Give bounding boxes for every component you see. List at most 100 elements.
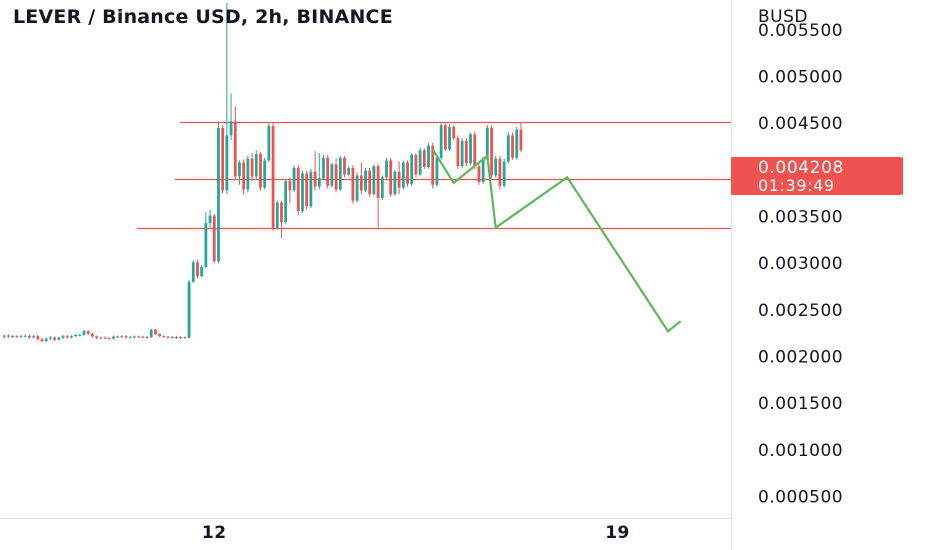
candle-body xyxy=(418,150,422,175)
candle xyxy=(464,138,468,167)
candle xyxy=(221,125,225,194)
candle-body xyxy=(326,157,330,186)
candle-body xyxy=(23,335,27,337)
candle xyxy=(473,131,477,169)
candle-body xyxy=(7,335,10,337)
candle-body xyxy=(364,170,367,191)
candle-body xyxy=(250,158,254,177)
candle xyxy=(351,165,355,204)
candle-body xyxy=(490,127,493,176)
candle xyxy=(414,153,418,178)
chart-title: LEVER / Binance USD, 2h, BINANCE xyxy=(13,6,393,28)
candle xyxy=(137,335,141,339)
candle xyxy=(107,337,111,340)
candle xyxy=(343,155,346,178)
candle-body xyxy=(313,171,317,187)
time-axis[interactable]: 12 19 xyxy=(202,523,630,543)
candle xyxy=(477,163,481,185)
candle xyxy=(267,122,271,163)
candle-body xyxy=(317,178,321,187)
price-tick-label: 0.003000 xyxy=(758,254,843,274)
candle-body xyxy=(410,154,414,184)
candle-body xyxy=(36,336,40,340)
candle xyxy=(208,210,212,228)
price-tick-label: 0.004500 xyxy=(758,114,843,134)
candle xyxy=(82,329,86,336)
candle xyxy=(427,142,430,169)
candle-body xyxy=(70,336,73,338)
candle xyxy=(120,335,124,338)
candle-body xyxy=(439,125,443,158)
candle-body xyxy=(452,126,456,139)
price-tick-label: 0.005500 xyxy=(758,21,843,41)
candle xyxy=(494,155,498,178)
candle xyxy=(158,333,162,338)
candle xyxy=(385,157,388,180)
candle-body xyxy=(221,127,225,191)
candle-body xyxy=(254,154,258,177)
candle-body xyxy=(217,127,220,262)
candle xyxy=(330,162,334,188)
candle-body xyxy=(511,135,514,158)
candle-body xyxy=(385,160,388,178)
candle xyxy=(187,280,191,338)
candle-body xyxy=(225,135,229,191)
candle xyxy=(393,169,397,196)
candle xyxy=(200,265,204,278)
candle xyxy=(204,211,208,268)
candle-body xyxy=(305,173,309,207)
candle-body xyxy=(477,166,481,182)
candle xyxy=(313,151,317,191)
candle xyxy=(49,335,52,340)
candle-body xyxy=(141,336,145,338)
candle-body xyxy=(485,127,489,160)
candle-body xyxy=(288,181,292,191)
candle-body xyxy=(32,336,36,338)
candle-body xyxy=(128,337,132,339)
price-tick-label: 0.005000 xyxy=(758,68,843,88)
candle-body xyxy=(99,337,103,339)
price-tick-label: 0.002000 xyxy=(758,348,843,368)
candle xyxy=(389,157,393,197)
candle-body xyxy=(61,336,65,338)
candle xyxy=(217,121,220,264)
candle-body xyxy=(40,339,44,342)
candle xyxy=(292,165,296,193)
candle xyxy=(28,334,31,339)
candle-body xyxy=(259,154,262,188)
candle xyxy=(74,333,78,337)
candle-body xyxy=(443,125,447,150)
candle-body xyxy=(44,338,48,342)
candle xyxy=(418,147,422,177)
candle-body xyxy=(233,121,237,177)
candle-body xyxy=(116,336,120,338)
candle xyxy=(124,335,128,339)
candle-body xyxy=(498,158,502,186)
candle xyxy=(175,335,178,339)
price-tick-label: 0.001500 xyxy=(758,394,843,414)
candle-body xyxy=(82,331,86,335)
candle-body xyxy=(212,215,216,262)
candle xyxy=(284,179,288,224)
candle-body xyxy=(469,134,472,164)
candle xyxy=(439,122,443,160)
candle xyxy=(456,135,460,169)
candle-body xyxy=(275,202,279,228)
candle xyxy=(301,170,304,213)
candle xyxy=(44,337,48,342)
candle-body xyxy=(57,337,61,340)
candle-body xyxy=(263,160,267,188)
candle-body xyxy=(133,336,136,338)
candle-body xyxy=(149,329,153,338)
candle xyxy=(397,161,401,195)
candle xyxy=(502,158,506,188)
price-axis[interactable]: 0.005500 0.005000 0.004500 0.003500 0.003000… xyxy=(758,21,843,508)
candle xyxy=(128,335,132,339)
candle xyxy=(410,153,414,186)
candle xyxy=(511,132,514,160)
candle xyxy=(338,155,342,192)
candle-body xyxy=(494,158,498,176)
candle-body xyxy=(427,145,430,168)
